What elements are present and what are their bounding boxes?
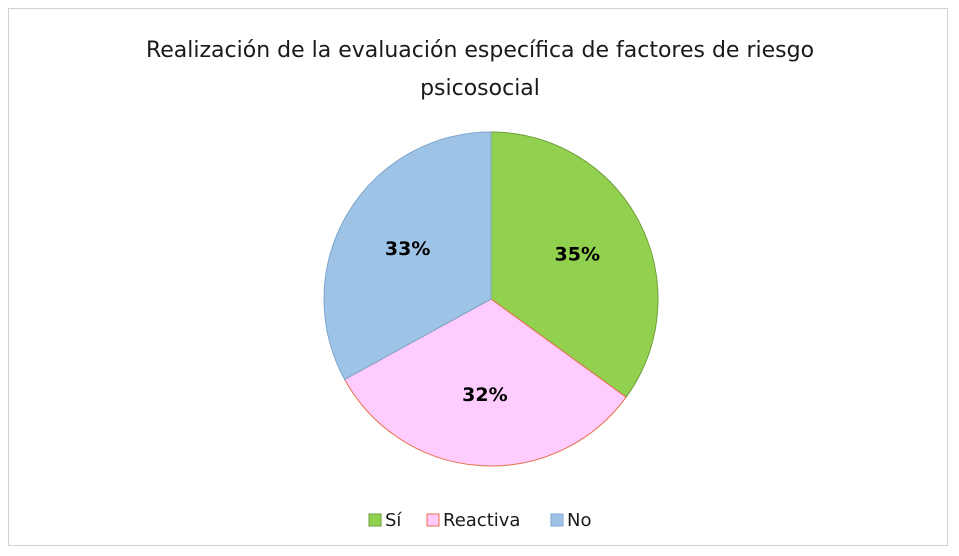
chart-title: Realización de la evaluación específica …: [145, 38, 815, 101]
legend-swatch: [550, 513, 564, 527]
data-label: 33%: [385, 238, 430, 260]
data-label: 35%: [555, 244, 600, 266]
legend-label: No: [567, 510, 591, 531]
data-label: 32%: [462, 384, 507, 406]
chart-frame: [8, 8, 948, 546]
legend-swatch: [426, 513, 440, 527]
legend-label: Reactiva: [443, 510, 520, 531]
legend-swatch: [368, 513, 382, 527]
pie-slice: [323, 131, 492, 381]
legend-label: Sí: [385, 510, 402, 531]
pie-slice: [343, 298, 627, 467]
pie-slice: [490, 131, 659, 398]
